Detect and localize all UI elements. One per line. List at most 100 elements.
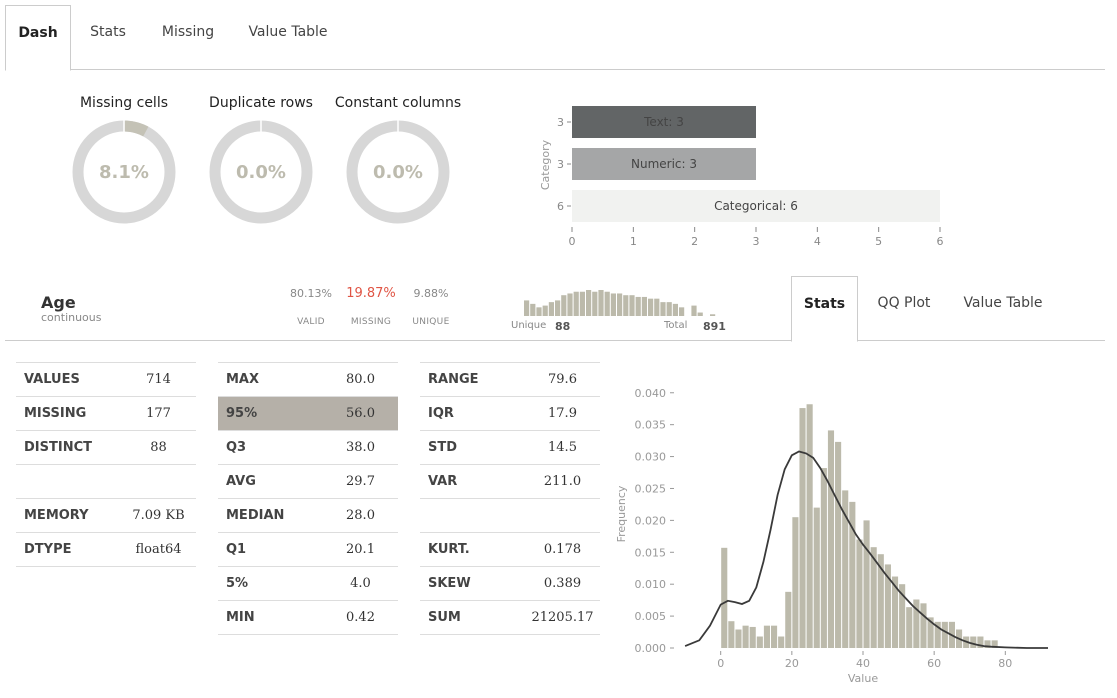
donut-value: 0.0% bbox=[373, 162, 423, 183]
mini-hist-bar bbox=[679, 307, 685, 316]
stat-key: 5% bbox=[218, 566, 323, 601]
stat-key: SUM bbox=[420, 600, 525, 635]
histogram-bar bbox=[778, 636, 785, 648]
histogram-bar bbox=[934, 621, 941, 648]
mini-hist-bar bbox=[623, 295, 629, 316]
duplicate-rows-donut: Duplicate rows 0.0% bbox=[191, 95, 331, 227]
mini-hist-bar bbox=[586, 290, 592, 316]
x-tick-label: 60 bbox=[927, 657, 941, 670]
stat-value: 714 bbox=[121, 362, 196, 397]
histogram-bar bbox=[991, 640, 998, 648]
mini-hist-bar bbox=[710, 314, 716, 316]
donut-chart: 8.1% bbox=[72, 119, 176, 224]
histogram-bar bbox=[977, 636, 984, 648]
mini-hist-bar bbox=[598, 290, 604, 316]
mini-histogram bbox=[524, 290, 716, 316]
donut-title: Missing cells bbox=[79, 95, 169, 111]
y-tick-label: 0.040 bbox=[635, 387, 667, 400]
stat-value: 211.0 bbox=[525, 464, 600, 499]
stat-row: KURT. 0.178 bbox=[420, 532, 600, 567]
histogram-bar bbox=[721, 547, 728, 648]
stat-key bbox=[16, 464, 121, 499]
stat-row: SKEW 0.389 bbox=[420, 566, 600, 601]
histogram-bar bbox=[771, 625, 778, 648]
mini-hist-bar bbox=[542, 305, 548, 316]
subtab-value-table[interactable]: Value Table bbox=[963, 295, 1043, 311]
stat-value: 80.0 bbox=[323, 362, 398, 397]
mini-hist-bar bbox=[635, 296, 641, 316]
stat-key bbox=[420, 498, 525, 533]
stats-table-quantiles: MAX 80.0 95% 56.0 Q3 38.0 AVG 29.7 MEDIAN 28.0 Q1 2… bbox=[218, 362, 398, 635]
top-tab-bar: Dash Stats Missing Value Table bbox=[5, 5, 1105, 71]
tab-dash[interactable]: Dash bbox=[5, 5, 71, 71]
stat-value: 38.0 bbox=[323, 430, 398, 465]
mini-hist-bar bbox=[604, 291, 610, 316]
histogram-bar bbox=[849, 501, 856, 648]
stat-value: 28.0 bbox=[323, 498, 398, 533]
tab-value-table[interactable]: Value Table bbox=[248, 24, 328, 40]
mini-hist-bar bbox=[548, 302, 554, 316]
y-tick-label: 0.000 bbox=[635, 642, 667, 655]
missing-cells-donut: Missing cells 8.1% bbox=[54, 95, 194, 227]
stat-key: MAX bbox=[218, 362, 323, 397]
stat-value: 7.09 KB bbox=[121, 498, 196, 533]
histogram-bar bbox=[785, 591, 792, 648]
x-tick-label: 0 bbox=[569, 235, 576, 248]
mini-hist-bar bbox=[660, 302, 666, 316]
mini-hist-bar bbox=[536, 307, 542, 316]
subtab-stats[interactable]: Stats bbox=[791, 276, 858, 342]
mini-hist-bar bbox=[561, 295, 567, 316]
mini-hist-bar bbox=[629, 295, 635, 316]
histogram-bar bbox=[899, 584, 906, 648]
stat-key: IQR bbox=[420, 396, 525, 431]
histogram-bar bbox=[877, 554, 884, 648]
x-tick-label: 4 bbox=[814, 235, 821, 248]
y-tick-label: 0.025 bbox=[635, 482, 667, 495]
mini-hist-bar bbox=[579, 291, 585, 316]
stat-row: MEMORY 7.09 KB bbox=[16, 498, 196, 533]
constant-columns-donut: Constant columns 0.0% bbox=[328, 95, 468, 227]
unique-text: Unique bbox=[511, 320, 547, 331]
missing-label: MISSING bbox=[350, 317, 392, 327]
stat-row-blank bbox=[420, 498, 600, 533]
stat-row: MEDIAN 28.0 bbox=[218, 498, 398, 533]
mini-hist-bar bbox=[530, 303, 536, 316]
total-count: 891 bbox=[703, 320, 726, 333]
missing-pct: 19.87% bbox=[346, 286, 396, 301]
category-bar-label: Numeric: 3 bbox=[631, 157, 697, 171]
stat-row: MISSING 177 bbox=[16, 396, 196, 431]
stat-row: RANGE 79.6 bbox=[420, 362, 600, 397]
category-bar-chart: Text: 3 3 Numeric: 3 3 Categorical: 6 6 0 1 2 3 4 5… bbox=[539, 106, 944, 248]
stat-value: 21205.17 bbox=[525, 600, 600, 635]
stat-row: Q1 20.1 bbox=[218, 532, 398, 567]
tab-missing[interactable]: Missing bbox=[161, 24, 215, 40]
x-tick-label: 6 bbox=[937, 235, 944, 248]
histogram-bar bbox=[906, 607, 913, 648]
histogram-bar bbox=[842, 490, 849, 648]
y-tick-label: 0.020 bbox=[635, 514, 667, 527]
stat-value bbox=[121, 464, 196, 499]
category-bar bbox=[572, 106, 756, 138]
mini-hist-bar bbox=[654, 298, 660, 316]
stat-key: SKEW bbox=[420, 566, 525, 601]
mini-hist-bar bbox=[610, 293, 616, 316]
category-bar-label: Categorical: 6 bbox=[714, 199, 798, 213]
donut-value: 8.1% bbox=[99, 162, 149, 183]
histogram-bar bbox=[735, 629, 742, 648]
mini-hist-bar bbox=[648, 298, 654, 316]
mini-hist-bar bbox=[641, 296, 647, 316]
subtab-qq-plot[interactable]: QQ Plot bbox=[877, 295, 931, 311]
histogram-bar bbox=[863, 520, 870, 648]
histogram-bar bbox=[756, 636, 763, 648]
stat-row: AVG 29.7 bbox=[218, 464, 398, 499]
histogram-bar bbox=[920, 603, 927, 648]
histogram-chart: 0.000 0.005 0.010 0.015 0.020 0.025 0.030 0.035… bbox=[615, 387, 1048, 685]
stat-row: VAR 211.0 bbox=[420, 464, 600, 499]
tab-stats[interactable]: Stats bbox=[90, 24, 126, 40]
unique-count: 88 bbox=[555, 320, 571, 333]
mini-hist-bar bbox=[617, 293, 623, 316]
stat-key: RANGE bbox=[420, 362, 525, 397]
x-axis-label: Value bbox=[848, 672, 878, 685]
stat-value: float64 bbox=[121, 532, 196, 567]
category-bar bbox=[572, 190, 940, 222]
